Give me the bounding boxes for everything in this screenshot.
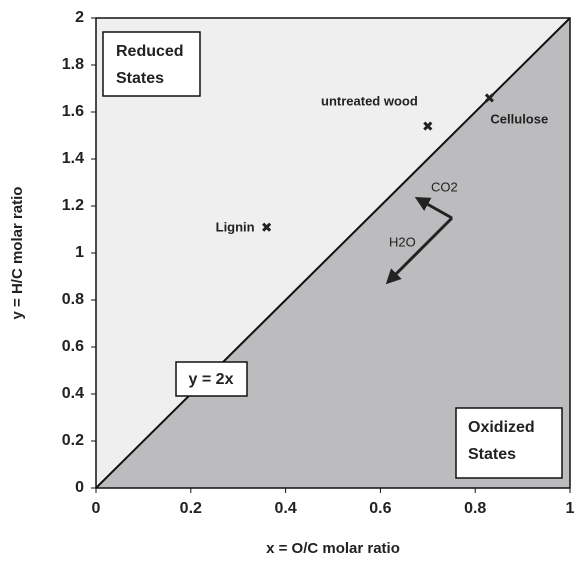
point (262, 222, 272, 232)
x-axis-label: x = O/C molar ratio (266, 540, 400, 557)
x-tick-label: 0.2 (180, 500, 202, 517)
oxidized-box (455, 407, 563, 479)
point-label: untreated wood (321, 94, 418, 109)
region-label: Oxidized (468, 419, 535, 436)
x-tick-label: 1 (566, 500, 575, 517)
reduced-box (102, 31, 201, 97)
y-tick-label: 0.4 (62, 385, 84, 402)
x-tick-label: 0.8 (464, 500, 486, 517)
point-label: Cellulose (490, 111, 548, 126)
y-tick-label: 2 (75, 9, 84, 26)
region-label: States (116, 70, 164, 87)
region-label: States (468, 446, 516, 463)
x-tick-label: 0.4 (274, 500, 296, 517)
y-tick-label: 0.8 (62, 291, 84, 308)
y-tick-label: 0 (75, 479, 84, 496)
y-tick-label: 1.4 (62, 150, 84, 167)
y-tick-label: 1.2 (62, 197, 84, 214)
region-label: Reduced (116, 43, 184, 60)
point (484, 93, 494, 103)
y-tick-label: 0.6 (62, 338, 84, 355)
y-axis-label: y = H/C molar ratio (9, 187, 26, 320)
point-label: Lignin (216, 220, 255, 235)
y-tick-label: 1.8 (62, 56, 84, 73)
line-label-box (175, 361, 248, 397)
annotation: H2O (389, 234, 416, 249)
x-tick-label: 0 (92, 500, 101, 517)
y-tick-label: 1.6 (62, 103, 84, 120)
line-label: y = 2x (189, 371, 234, 388)
y-tick-label: 1 (75, 244, 84, 261)
box: Reduced States Oxidized States y = 2x (102, 31, 563, 479)
h2o-arrow (385, 216, 454, 285)
annotation: CO2 (431, 179, 458, 194)
point (423, 121, 433, 131)
x-tick-label: 0.6 (369, 500, 391, 517)
y-tick-label: 0.2 (62, 432, 84, 449)
co2-arrow (414, 197, 453, 220)
